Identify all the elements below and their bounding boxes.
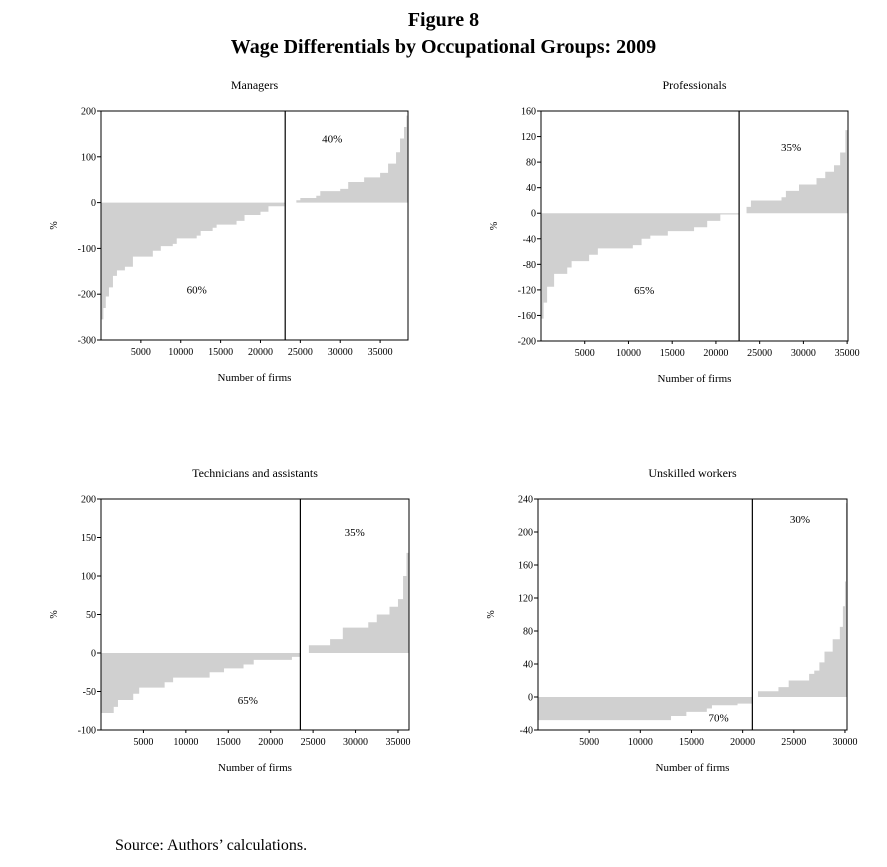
distribution-area	[101, 533, 409, 714]
y-tick-label: -100	[78, 244, 96, 255]
y-tick-label: 200	[81, 107, 96, 118]
share-annotation: 35%	[781, 142, 801, 154]
y-axis-label: %	[49, 610, 60, 618]
y-tick-label: 40	[523, 660, 533, 671]
x-tick-label: 15000	[216, 737, 241, 748]
panel-title: Professionals	[663, 78, 727, 92]
x-tick-label: 35000	[835, 348, 860, 359]
figure-subtitle: Wage Differentials by Occupational Group…	[230, 36, 657, 58]
x-tick-label: 25000	[781, 737, 806, 748]
x-tick-label: 30000	[328, 347, 353, 358]
y-axis-label: %	[49, 221, 60, 229]
y-tick-label: 0	[91, 198, 96, 209]
y-tick-label: -300	[78, 336, 96, 347]
share-annotation: 30%	[790, 514, 810, 526]
y-tick-label: 240	[518, 495, 533, 506]
x-tick-label: 30000	[343, 737, 368, 748]
share-annotation: 60%	[187, 285, 207, 297]
x-tick-label: 10000	[168, 347, 193, 358]
x-tick-label: 15000	[660, 348, 685, 359]
x-tick-label: 10000	[173, 737, 198, 748]
x-tick-label: 15000	[679, 737, 704, 748]
chart-panel-2: Professionals -200 -160 -120 -80 -40 0 40 80 120 1…	[489, 78, 860, 385]
y-tick-label: 80	[523, 627, 533, 638]
y-tick-label: -80	[523, 260, 536, 271]
panel-title: Managers	[231, 78, 279, 92]
y-axis-label: %	[486, 610, 497, 618]
distribution-area	[538, 503, 847, 721]
share-annotation: 65%	[634, 285, 654, 297]
panel-title: Technicians and assistants	[192, 466, 318, 480]
plot-frame	[540, 110, 849, 342]
x-tick-label: 30000	[832, 737, 857, 748]
x-tick-label: 10000	[628, 737, 653, 748]
x-tick-label: 20000	[703, 348, 728, 359]
figure-title: Figure 8	[407, 9, 480, 31]
y-tick-label: 80	[526, 158, 536, 169]
share-annotation: 40%	[322, 133, 342, 145]
x-tick-label: 5000	[579, 737, 599, 748]
x-axis-label: Number of firms	[218, 762, 292, 774]
x-axis-label: Number of firms	[656, 762, 730, 774]
share-annotation: 70%	[709, 713, 729, 725]
x-tick-label: 25000	[747, 348, 772, 359]
x-tick-label: 25000	[301, 737, 326, 748]
x-tick-label: 25000	[288, 347, 313, 358]
x-tick-label: 5000	[131, 347, 151, 358]
y-tick-label: -160	[518, 311, 536, 322]
y-tick-label: 50	[86, 610, 96, 621]
y-tick-label: 40	[526, 183, 536, 194]
y-tick-label: -100	[78, 726, 96, 737]
distribution-area	[101, 115, 408, 320]
chart-panel-4: Unskilled workers -40 0 40 80 120 160 200 240 500…	[486, 466, 857, 774]
panel-title: Unskilled workers	[648, 466, 737, 480]
y-tick-label: 200	[518, 528, 533, 539]
plot-frame	[537, 498, 848, 731]
x-axis-label: Number of firms	[218, 372, 292, 384]
y-tick-label: -50	[83, 687, 96, 698]
x-axis-label: Number of firms	[658, 373, 732, 385]
x-tick-label: 5000	[575, 348, 595, 359]
y-tick-label: -200	[78, 290, 96, 301]
source-note: Source: Authors’ calculations.	[115, 837, 308, 854]
y-tick-label: 100	[81, 572, 96, 583]
x-tick-label: 35000	[368, 347, 393, 358]
y-tick-label: 0	[531, 209, 536, 220]
y-tick-label: -120	[518, 285, 536, 296]
y-tick-label: 160	[521, 107, 536, 118]
x-tick-label: 20000	[730, 737, 755, 748]
y-tick-label: 100	[81, 152, 96, 163]
x-tick-label: 10000	[616, 348, 641, 359]
chart-panel-1: Managers -300 -200 -100 0 100 200 5000 10000 1500…	[49, 78, 409, 384]
y-tick-label: 0	[528, 693, 533, 704]
distribution-area	[541, 111, 848, 319]
y-tick-label: 0	[91, 649, 96, 660]
x-tick-label: 5000	[133, 737, 153, 748]
y-axis-label: %	[489, 222, 500, 230]
plot-frame	[100, 110, 409, 341]
share-annotation: 65%	[238, 695, 258, 707]
x-tick-label: 15000	[208, 347, 233, 358]
x-tick-label: 20000	[248, 347, 273, 358]
y-tick-label: 150	[81, 533, 96, 544]
y-tick-label: 200	[81, 495, 96, 506]
y-tick-label: 120	[518, 594, 533, 605]
x-tick-label: 20000	[258, 737, 283, 748]
y-tick-label: 120	[521, 132, 536, 143]
y-tick-label: -40	[520, 726, 533, 737]
y-tick-label: 160	[518, 561, 533, 572]
y-tick-label: -40	[523, 234, 536, 245]
chart-panel-3: Technicians and assistants -100 -50 0 50 100 1…	[49, 466, 410, 774]
x-tick-label: 35000	[385, 737, 410, 748]
share-annotation: 35%	[345, 527, 365, 539]
x-tick-label: 30000	[791, 348, 816, 359]
y-tick-label: -200	[518, 337, 536, 348]
